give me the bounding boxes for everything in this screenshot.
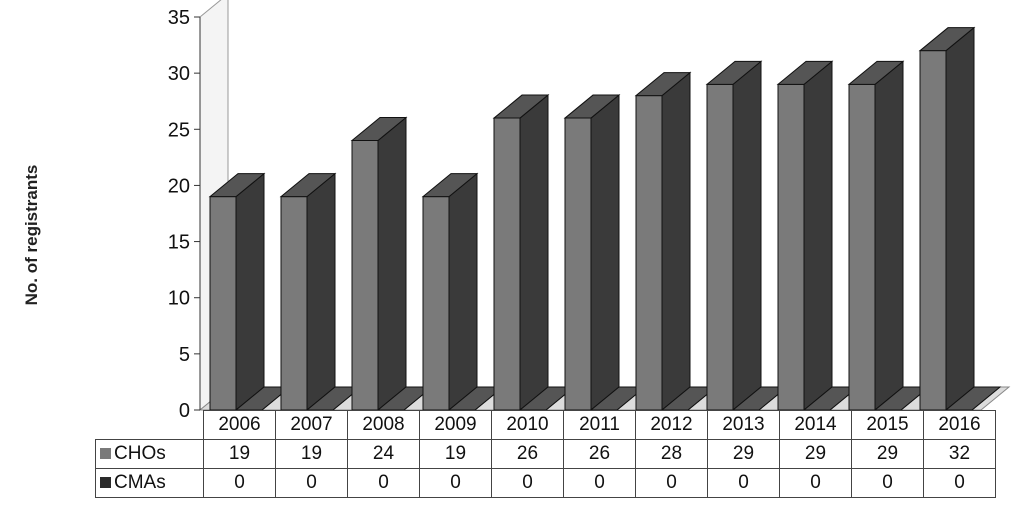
x-tick-label: 2013 [707,410,780,440]
data-label: 0 [419,468,492,498]
data-label: 19 [275,439,348,469]
data-label: 28 [635,439,708,469]
legend-swatch-chos [100,448,111,460]
y-axis-title: No. of registrants [22,164,41,306]
y-tick-label: 25 [168,119,190,141]
data-table: 2006 2007 2008 2009 2010 2011 2012 2013 2014 2015… [95,410,996,498]
data-label: 0 [275,468,348,498]
y-tick-label: 30 [168,63,190,85]
legend-entry-cmas: CMAs [95,468,204,498]
data-label: 19 [203,439,276,469]
x-tick-label: 2008 [347,410,420,440]
x-tick-label: 2006 [203,410,276,440]
bar-chos [350,116,408,412]
y-tick-label: 0 [179,400,190,422]
x-tick-label: 2009 [419,410,492,440]
legend-entry-chos: CHOs [95,439,204,469]
data-label: 0 [203,468,276,498]
bar-chos [492,93,550,412]
data-label: 0 [563,468,636,498]
data-label: 32 [923,439,996,469]
x-tick-label: 2011 [563,410,636,440]
bar-chos [421,172,479,412]
x-tick-label: 2014 [779,410,852,440]
data-table-header-row: 2006 2007 2008 2009 2010 2011 2012 2013 2014 2015… [96,410,996,440]
y-tick-label: 35 [168,7,190,29]
data-label: 19 [419,439,492,469]
x-tick-label: 2012 [635,410,708,440]
data-label: 29 [851,439,924,469]
x-tick-label: 2007 [275,410,348,440]
y-tick-label: 5 [179,344,190,366]
data-label: 29 [779,439,852,469]
data-label: 0 [923,468,996,498]
bar-chos [279,172,337,412]
bar-chos [634,71,692,412]
data-label: 0 [635,468,708,498]
data-label: 0 [707,468,780,498]
data-label: 0 [779,468,852,498]
bar-chos [776,60,834,412]
x-tick-label: 2015 [851,410,924,440]
data-table-row-chos: CHOs 19 19 24 19 26 26 28 29 29 29 32 [95,439,996,469]
data-label: 26 [563,439,636,469]
data-label: 0 [491,468,564,498]
data-label: 0 [347,468,420,498]
x-tick-label: 2010 [491,410,564,440]
data-label: 26 [491,439,564,469]
legend-swatch-cmas [100,477,111,489]
x-tick-label: 2016 [923,410,996,440]
bar-chos [208,172,266,412]
bar-chos [847,60,905,412]
bar-chos [918,26,976,412]
y-tick-label: 20 [168,175,190,197]
data-label: 0 [851,468,924,498]
bar-chos [705,60,763,412]
data-label: 24 [347,439,420,469]
y-tick-label: 15 [168,232,190,254]
data-label: 29 [707,439,780,469]
y-tick-label: 10 [168,288,190,310]
bar-chos [563,93,621,412]
